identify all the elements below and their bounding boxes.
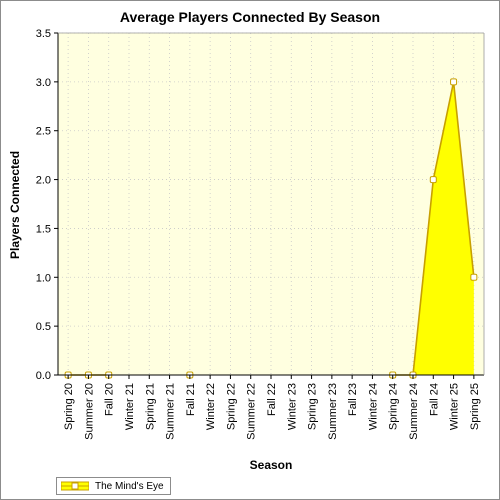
- data-point: [470, 273, 478, 281]
- x-tick-label: Summer 21: [165, 383, 177, 440]
- x-tick-label: Summer 20: [83, 383, 95, 440]
- y-tick-label: 1.0: [36, 272, 51, 284]
- x-tick-label: Winter 22: [205, 383, 217, 430]
- x-tick-label: Summer 23: [327, 383, 339, 440]
- data-point: [450, 78, 458, 86]
- legend: The Mind's Eye: [56, 477, 171, 495]
- x-tick-label: Winter 21: [124, 383, 136, 430]
- x-tick-label: Fall 20: [104, 383, 116, 416]
- x-tick-label: Summer 22: [246, 383, 258, 440]
- data-point: [429, 176, 437, 184]
- x-tick-label: Fall 23: [347, 383, 359, 416]
- x-tick-label: Spring 20: [63, 383, 75, 430]
- y-tick-label: 3.0: [36, 77, 51, 89]
- x-tick-label: Winter 23: [286, 383, 298, 430]
- x-tick-labels: Spring 20 Summer 20 Fall 20 Winter 21 Spring…: [63, 383, 481, 440]
- x-tick-label: Spring 24: [388, 383, 400, 430]
- y-tick-label: 2.5: [36, 126, 51, 138]
- x-tick-label: Spring 22: [225, 383, 237, 430]
- x-tick-label: Fall 21: [185, 383, 197, 416]
- x-tick-label: Summer 24: [408, 383, 420, 440]
- x-tick-label: Spring 23: [307, 383, 319, 430]
- y-axis-label: Players Connected: [8, 151, 22, 259]
- legend-label: The Mind's Eye: [95, 480, 164, 492]
- y-tick-label: 0.0: [36, 370, 51, 382]
- x-tick-label: Fall 22: [266, 383, 278, 416]
- legend-swatch: [61, 481, 89, 491]
- series-area: [392, 81, 474, 375]
- chart-title: Average Players Connected By Season: [119, 9, 381, 25]
- x-tick-label: Winter 24: [367, 383, 379, 430]
- y-tick-label: 1.5: [36, 223, 51, 235]
- x-tick-label: Fall 24: [428, 383, 440, 416]
- x-tick-label: Winter 25: [449, 383, 461, 430]
- x-tick-label: Spring 21: [144, 383, 156, 430]
- series-area-segment: [392, 81, 474, 375]
- y-tick-labels: 0.0 0.5 1.0 1.5 2.0 2.5 3.0 3.5: [36, 28, 51, 382]
- x-tick-label: Spring 25: [469, 383, 481, 430]
- x-axis-label: Season: [250, 458, 293, 472]
- y-tick-label: 0.5: [36, 321, 51, 333]
- axes: [54, 32, 485, 379]
- y-tick-label: 2.0: [36, 175, 51, 187]
- y-tick-label: 3.5: [36, 28, 51, 40]
